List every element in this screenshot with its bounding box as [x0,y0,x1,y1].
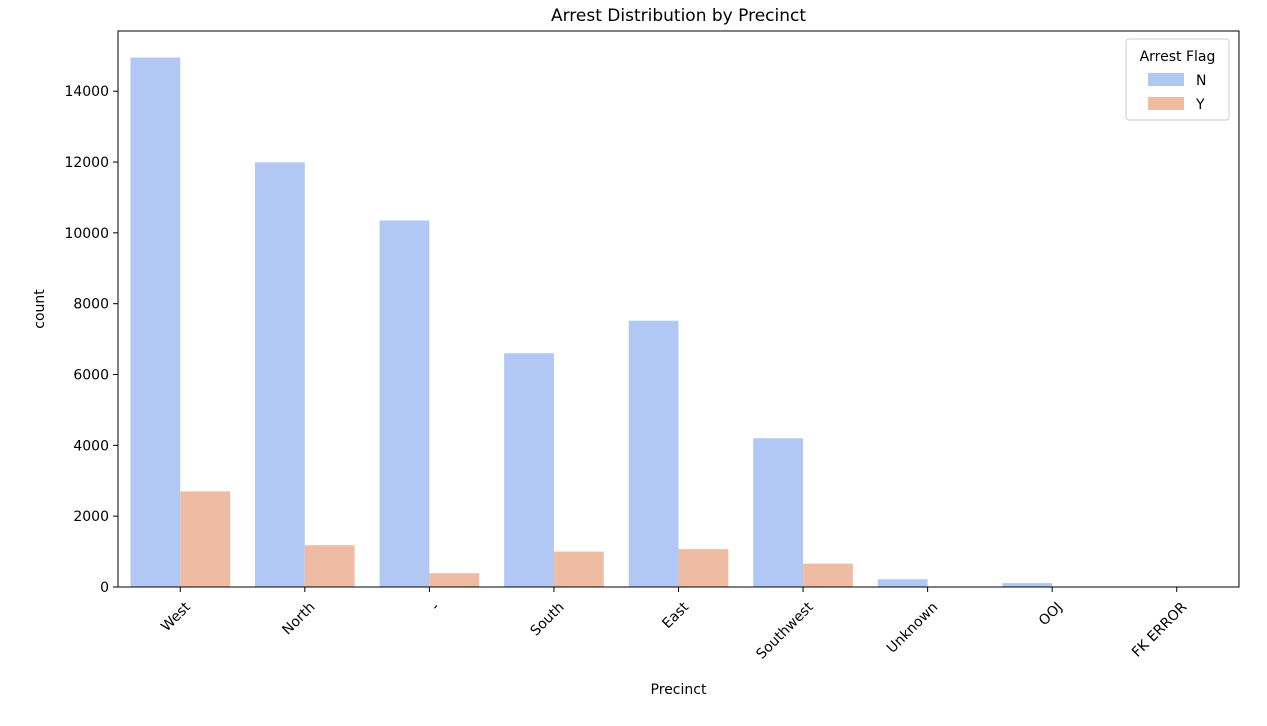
bar-n-unknown [877,579,928,587]
legend: Arrest Flag N Y [1125,38,1230,121]
y-axis-label: count [32,289,48,329]
chart-title: Arrest Distribution by Precinct [551,6,806,26]
bar-n-east [628,320,679,587]
legend-label-n: N [1196,73,1206,89]
x-tick-label: West [158,599,194,635]
bar-n-southwest [753,438,804,587]
x-tick-label: East [659,599,692,632]
y-tick-label: 0 [100,580,109,596]
x-tick-label: Unknown [884,599,941,656]
bar-n-north [255,162,305,587]
y-tick-label: 10000 [64,226,109,242]
y-tick-label: 14000 [64,84,109,100]
bar-y-east [678,549,729,587]
legend-swatch-y [1148,97,1184,110]
legend-swatch-n [1148,73,1184,86]
y-tick-label: 4000 [73,438,109,454]
legend-title: Arrest Flag [1140,49,1216,65]
x-tick-label: South [527,599,567,639]
plot-frame [117,30,1240,588]
x-tick-label: OOJ [1036,599,1066,629]
bar-n-dash [379,220,430,587]
bar-y-west [180,491,231,587]
bar-y-north [304,545,355,587]
bar-n-south [504,353,554,587]
bar-y-south [553,551,604,587]
y-tick-label: 6000 [73,368,109,384]
x-tick-label: Southwest [753,599,817,663]
bar-n-west [130,57,181,588]
y-axis: 0 2000 4000 6000 8000 10000 12000 14000 [64,84,118,596]
legend-label-y: Y [1195,97,1205,113]
bar-y-southwest [803,563,853,587]
y-tick-label: 12000 [64,155,109,171]
bar-y-dash [429,573,480,587]
x-tick-label: - [428,599,443,614]
x-axis-label: Precinct [651,682,707,698]
x-tick-label: North [279,599,318,638]
y-tick-label: 8000 [73,297,109,313]
x-axis: West North - South East Southwest Unknown OOJ FK… [158,587,1191,663]
bars-group [130,57,1177,588]
x-tick-label: FK ERROR [1129,599,1191,661]
bar-n-ooj [1002,583,1053,587]
y-tick-label: 2000 [73,509,109,525]
